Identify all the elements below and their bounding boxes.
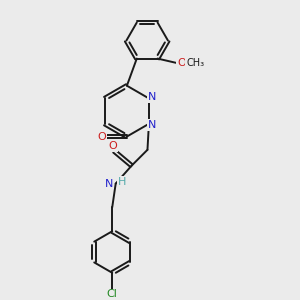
Text: O: O: [109, 141, 117, 151]
Text: O: O: [177, 58, 186, 68]
Text: H: H: [118, 177, 126, 187]
Text: CH₃: CH₃: [186, 58, 204, 68]
Text: Cl: Cl: [107, 290, 118, 299]
Text: N: N: [148, 92, 157, 102]
Text: N: N: [148, 120, 157, 130]
Text: O: O: [97, 131, 106, 142]
Text: N: N: [105, 178, 113, 189]
